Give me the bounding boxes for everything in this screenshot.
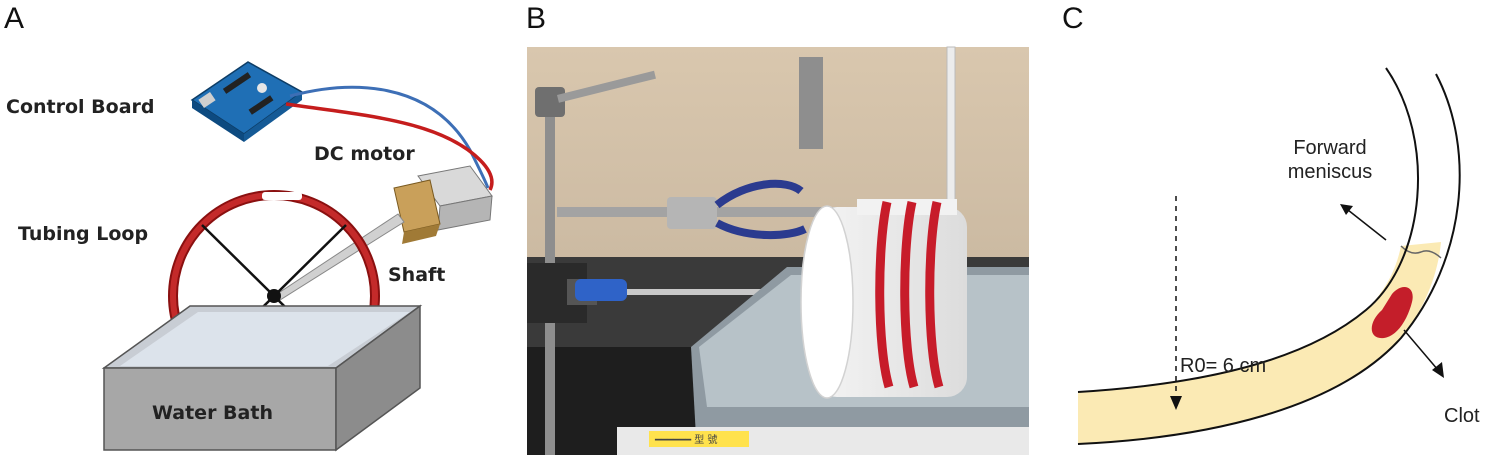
white-drum	[800, 199, 967, 399]
clot-shape	[1371, 287, 1413, 339]
radius-label: R0= 6 cm	[1180, 355, 1267, 377]
panel-a-letter: A	[4, 2, 25, 35]
water-bath	[101, 304, 423, 452]
tubing-loop-label: Tubing Loop	[18, 223, 149, 245]
forward-meniscus-line1: Forward	[1293, 137, 1367, 159]
panel-a-schematic	[101, 61, 494, 452]
panel-b-photo: ━━━━━━ 型 號	[527, 46, 1029, 455]
shaft	[273, 213, 405, 301]
bath-sticker-text: ━━━━━━ 型 號	[654, 433, 717, 446]
dc-motor-label: DC motor	[314, 143, 415, 165]
outer-wall	[1077, 73, 1461, 445]
inner-wall	[1077, 67, 1419, 393]
panel-c-letter: C	[1062, 2, 1084, 35]
blue-wire	[289, 85, 490, 189]
fluid-column	[1078, 242, 1441, 444]
control-board-label: Control Board	[6, 96, 155, 118]
dc-motor	[393, 165, 493, 244]
control-board	[190, 61, 304, 142]
clot-label: Clot	[1444, 405, 1480, 427]
forward-meniscus-line2: meniscus	[1287, 161, 1373, 183]
panel-c-diagram	[1077, 67, 1461, 445]
forward-meniscus-label: Forward meniscus	[1270, 136, 1390, 184]
panel-b-letter: B	[526, 2, 547, 35]
red-wire	[285, 102, 494, 191]
shaft-label: Shaft	[388, 264, 446, 286]
water-bath-label: Water Bath	[152, 402, 273, 424]
blue-clamp	[667, 179, 807, 239]
